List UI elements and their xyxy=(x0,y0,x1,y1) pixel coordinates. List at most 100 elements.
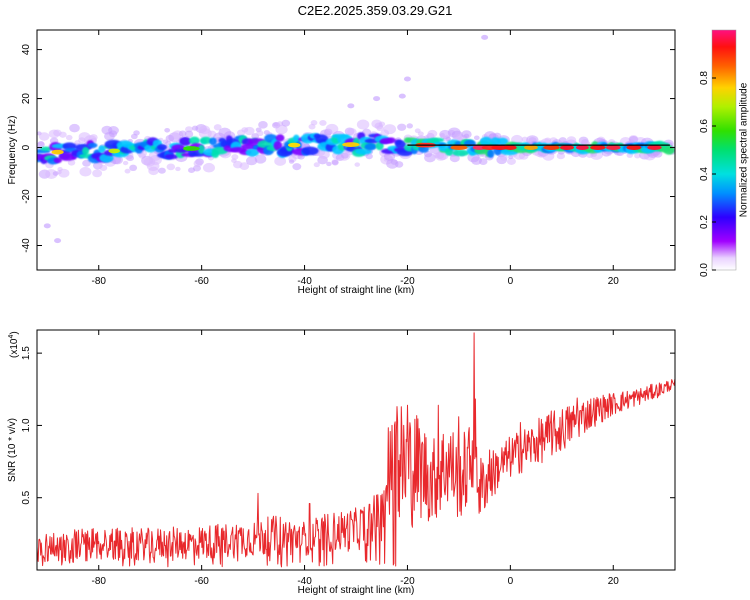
spectral-blob xyxy=(319,119,327,126)
spectral-peak xyxy=(288,142,301,148)
spectral-blob xyxy=(326,161,332,167)
spectral-blob xyxy=(122,160,129,166)
snr-y-axis: 0.5 1.0 1.5 xyxy=(21,346,675,505)
spectral-blob xyxy=(124,168,131,174)
spectral-blob xyxy=(202,162,215,173)
spectral-blob xyxy=(499,154,508,161)
x-tick-label: -40 xyxy=(297,576,312,587)
spectral-blob xyxy=(496,137,509,146)
colorbar-tick-label: 0.0 xyxy=(699,263,710,277)
y-tick-label: -40 xyxy=(21,238,32,253)
spectral-outlier xyxy=(481,34,489,40)
spectral-blob xyxy=(166,163,176,171)
spectral-blob xyxy=(157,144,168,151)
spectral-blob xyxy=(445,136,451,142)
spectral-blob xyxy=(239,162,250,170)
spectral-blob xyxy=(506,157,516,165)
spectral-blob xyxy=(431,137,445,143)
spectral-blob xyxy=(258,120,268,129)
spectral-blob xyxy=(185,126,193,133)
x-tick-label: -20 xyxy=(400,276,415,287)
spectral-peak xyxy=(590,145,606,150)
spectral-blob xyxy=(406,123,413,129)
spectral-blob xyxy=(274,156,287,166)
snr-x-axis: -80 -60 -40 -20 0 20 xyxy=(92,330,620,587)
spectral-blob xyxy=(178,130,187,137)
spectral-blob xyxy=(98,145,106,153)
spectral-blob xyxy=(292,163,302,171)
spectral-blob xyxy=(37,141,45,148)
spectral-blob xyxy=(188,136,200,145)
spectral-blob xyxy=(58,131,67,138)
spectral-blob xyxy=(175,166,181,172)
spectral-blob xyxy=(111,155,123,165)
spectral-blob xyxy=(292,134,300,143)
x-tick-label: 20 xyxy=(608,576,620,587)
colorbar-tick-label: 0.8 xyxy=(699,71,710,85)
spectral-peak xyxy=(450,145,468,150)
spectral-blob xyxy=(82,159,91,167)
spectral-blob xyxy=(246,156,258,166)
spectral-blob xyxy=(341,152,349,159)
spectral-blob xyxy=(313,162,320,168)
spectral-outlier xyxy=(373,96,381,102)
spectrogram-x-axis: -80 -60 -40 -20 0 20 xyxy=(92,30,619,287)
spectral-blob xyxy=(184,130,194,138)
x-tick-label: -60 xyxy=(194,276,209,287)
spectral-blob xyxy=(275,124,288,135)
spectral-blob xyxy=(449,154,460,163)
spectral-blob xyxy=(129,164,138,172)
spectral-outlier xyxy=(398,93,406,99)
snr-y-label: SNR (10 * v/v) xyxy=(7,418,18,482)
spectral-blob xyxy=(58,168,70,178)
spectral-blob xyxy=(354,162,361,167)
spectral-blob xyxy=(193,159,203,168)
spectral-peak xyxy=(108,148,120,154)
spectral-blob xyxy=(256,130,264,137)
y-tick-label: -20 xyxy=(21,189,32,204)
spectrogram-heatmap xyxy=(37,34,675,244)
spectral-blob xyxy=(133,130,140,136)
spectral-blob xyxy=(198,144,205,154)
spectral-blob xyxy=(82,146,90,155)
spectral-peak xyxy=(342,142,360,148)
spectral-blob xyxy=(288,159,295,164)
y-tick-label: 1.0 xyxy=(21,418,32,432)
spectral-blob xyxy=(378,121,386,127)
spectral-blob xyxy=(347,128,357,136)
spectral-blob xyxy=(325,123,339,135)
spectral-blob xyxy=(65,134,73,141)
spectral-blob xyxy=(67,159,76,166)
spectral-blob xyxy=(87,142,98,148)
spectral-peak xyxy=(647,145,662,150)
spectrogram-x-label: Height of straight line (km) xyxy=(298,285,415,296)
spectral-peak xyxy=(503,145,517,150)
spectral-outlier xyxy=(347,103,355,109)
colorbar-tick-label: 0.4 xyxy=(699,167,710,181)
colorbar-gradient xyxy=(711,29,737,271)
spectral-blob xyxy=(79,166,92,177)
spectral-blob xyxy=(149,154,162,165)
spectral-blob xyxy=(544,137,552,143)
spectral-blob xyxy=(663,145,675,155)
spectral-blob xyxy=(445,148,454,156)
spectral-peak xyxy=(543,145,560,150)
spectral-outlier xyxy=(43,223,51,229)
spectral-blob xyxy=(301,146,319,156)
spectral-blob xyxy=(209,137,217,146)
snr-scale-base: (x10 xyxy=(9,338,20,358)
spectral-blob xyxy=(213,124,222,131)
spectral-blob xyxy=(158,167,166,174)
y-tick-label: 40 xyxy=(21,44,32,56)
spectral-peak xyxy=(626,145,642,150)
colorbar-tick-label: 0.2 xyxy=(699,215,710,229)
spectral-blob xyxy=(386,158,399,169)
spectral-blob xyxy=(231,154,239,160)
x-tick-label: 0 xyxy=(508,576,514,587)
spectral-blob xyxy=(375,141,384,151)
snr-frame xyxy=(36,329,676,571)
colorbar-tick-label: 0.6 xyxy=(699,119,710,133)
spectral-blob xyxy=(275,134,285,142)
snr-scale-exponent: 4 xyxy=(8,335,15,339)
spectral-blob xyxy=(165,140,172,146)
